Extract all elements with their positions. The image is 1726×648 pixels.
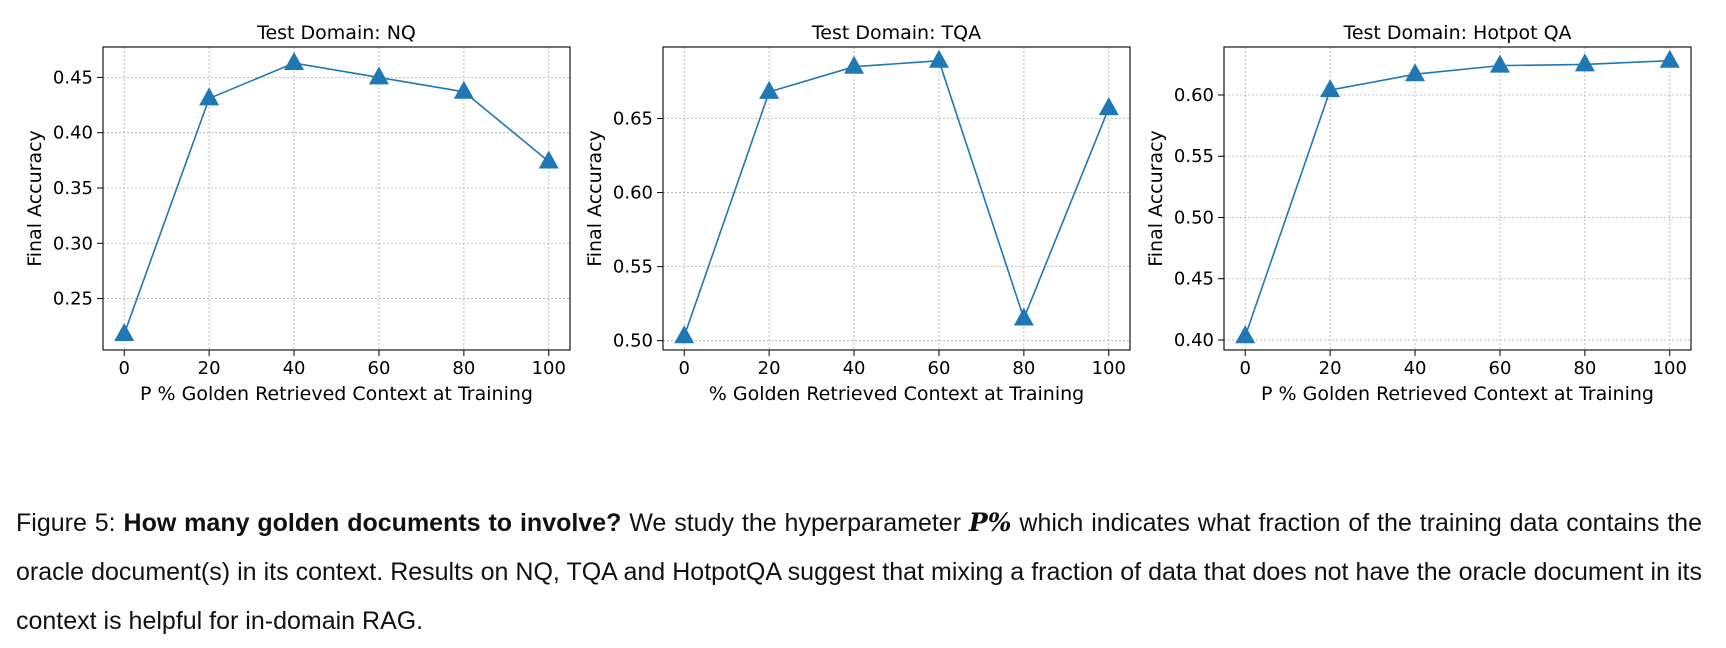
x-tick-label: 100 (532, 358, 566, 379)
series-line (1244, 59, 1670, 337)
data-point-marker (538, 150, 559, 169)
plot-frame (1223, 46, 1692, 351)
y-tick-label: 0.30 (53, 233, 93, 254)
y-tick-label: 0.60 (613, 183, 653, 204)
chart-title: Test Domain: TQA (811, 22, 981, 44)
data-point-marker (1235, 325, 1256, 344)
data-point-marker (453, 80, 474, 99)
caption-bold-question: How many golden documents to involve? (123, 509, 622, 537)
plot-frame (102, 46, 571, 351)
x-tick-label: 80 (1012, 358, 1035, 379)
data-point-marker (928, 49, 949, 68)
x-tick-label: 0 (679, 358, 690, 379)
x-tick-label: 40 (843, 358, 866, 379)
data-point-marker (1320, 79, 1341, 98)
y-tick-label: 0.55 (613, 257, 653, 278)
data-point-marker (1489, 54, 1510, 73)
chart-panel-2: 0 20 40 60 80 100 0.50 0.55 0.60 0.65 Test Domain:… (584, 22, 1131, 405)
y-tick-label: 0.50 (613, 331, 653, 352)
x-tick-label: 60 (1489, 358, 1512, 379)
data-point-marker (1574, 53, 1595, 72)
y-tick-label: 0.50 (1174, 207, 1214, 228)
x-tick-label: 20 (198, 358, 221, 379)
x-tick-label: 60 (368, 358, 391, 379)
x-tick-label: 80 (1573, 358, 1596, 379)
chart-panel-1: 0 20 40 60 80 100 0.25 0.30 0.35 0.40 0.45 Test Dom… (24, 22, 571, 405)
figure-charts: 0 20 40 60 80 100 0.25 0.30 0.35 0.40 0.45 Test Dom… (24, 22, 1692, 405)
x-tick-label: 40 (283, 358, 306, 379)
plot-frame (662, 46, 1131, 351)
y-tick-label: 0.60 (1174, 85, 1214, 106)
chart-title: Test Domain: Hotpot QA (1342, 22, 1571, 44)
x-tick-label: 20 (758, 358, 781, 379)
data-point-marker (844, 55, 865, 74)
y-tick-label: 0.40 (1174, 330, 1214, 351)
y-tick-label: 0.65 (613, 109, 653, 130)
x-axis-label: % Golden Retrieved Context at Training (709, 383, 1084, 405)
x-tick-label: 0 (1240, 358, 1251, 379)
x-tick-label: 60 (928, 358, 951, 379)
y-tick-label: 0.45 (53, 67, 93, 88)
x-tick-label: 100 (1653, 358, 1687, 379)
data-point-marker (1405, 63, 1426, 82)
y-axis-label: Final Accuracy (1145, 130, 1167, 267)
data-point-marker (1659, 49, 1680, 68)
y-tick-label: 0.55 (1174, 146, 1214, 167)
x-axis-label: P % Golden Retrieved Context at Training (1261, 383, 1654, 405)
x-tick-label: 20 (1319, 358, 1342, 379)
data-point-marker (368, 66, 389, 85)
y-tick-label: 0.35 (53, 178, 93, 199)
data-point-marker (1098, 97, 1119, 116)
x-tick-label: 40 (1404, 358, 1427, 379)
data-point-marker (114, 322, 135, 341)
data-point-marker (674, 325, 695, 344)
data-point-marker (199, 87, 220, 106)
x-tick-label: 100 (1092, 358, 1126, 379)
caption-text-end: which indicates what fraction of the tra… (16, 509, 1702, 635)
chart-panel-3: 0 20 40 60 80 100 0.40 0.45 0.50 0.55 0.60 Test Dom… (1145, 22, 1692, 405)
series-line (123, 62, 550, 335)
x-axis-label: P % Golden Retrieved Context at Training (140, 383, 533, 405)
x-tick-label: 80 (452, 358, 475, 379)
y-axis-label: Final Accuracy (584, 130, 606, 267)
data-point-marker (759, 80, 780, 99)
chart-title: Test Domain: NQ (256, 22, 416, 44)
y-tick-label: 0.25 (53, 289, 93, 310)
y-tick-label: 0.40 (53, 123, 93, 144)
caption-label: Figure 5: (16, 509, 124, 537)
caption-math-p-percent: P% (968, 508, 1012, 537)
series-line (683, 59, 1110, 337)
data-point-marker (284, 52, 305, 71)
x-tick-label: 0 (119, 358, 130, 379)
data-point-marker (1013, 307, 1034, 326)
figure-caption: Figure 5: How many golden documents to i… (16, 498, 1702, 646)
y-tick-label: 0.45 (1174, 269, 1214, 290)
caption-text-start: We study the hyperparameter (621, 509, 969, 537)
y-axis-label: Final Accuracy (24, 130, 46, 267)
